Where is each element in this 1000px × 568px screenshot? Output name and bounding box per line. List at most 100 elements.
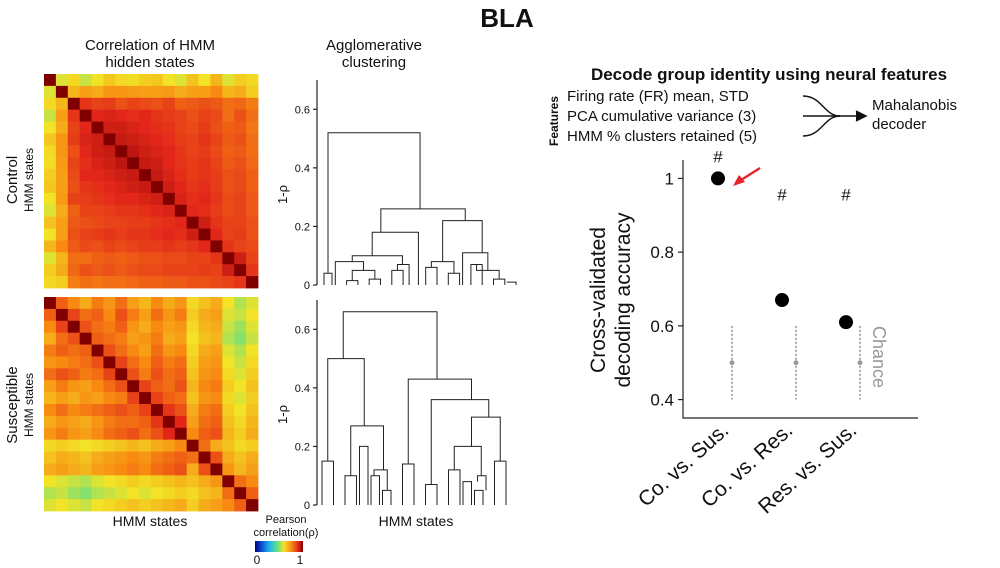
heatmap-cell bbox=[127, 392, 140, 405]
heatmap-cell bbox=[44, 356, 57, 369]
heatmap-cell bbox=[222, 169, 235, 182]
heatmap-cell bbox=[79, 169, 92, 182]
heatmap-cell bbox=[234, 332, 247, 345]
heatmap-cell bbox=[198, 344, 211, 357]
heatmap-cell bbox=[222, 451, 235, 464]
heatmap-cell bbox=[162, 427, 176, 441]
heatmap-cell bbox=[67, 320, 81, 334]
feature-item: PCA cumulative variance (3) bbox=[567, 108, 756, 125]
heatmap-cell bbox=[222, 297, 235, 310]
heatmap-cell bbox=[127, 276, 140, 289]
heatmap-cell bbox=[103, 499, 116, 512]
heatmap-cell bbox=[198, 133, 211, 146]
heatmap-cell bbox=[103, 475, 116, 488]
heatmap-cell bbox=[103, 157, 116, 170]
heatmap-cell bbox=[55, 451, 69, 464]
heatmap-cell bbox=[186, 297, 199, 310]
heatmap-cell bbox=[115, 368, 128, 381]
heatmap-cell bbox=[115, 216, 128, 229]
heatmap-cell bbox=[55, 121, 69, 134]
heatmap-cell bbox=[79, 415, 92, 429]
heatmap-cell bbox=[162, 297, 176, 310]
heatmap-cell bbox=[115, 308, 128, 322]
heatmap-cell bbox=[198, 216, 211, 229]
heatmap-cell bbox=[103, 380, 116, 393]
heatmap-cell bbox=[55, 157, 69, 170]
heatmap-cell bbox=[115, 264, 128, 277]
heatmap-cell bbox=[44, 97, 57, 111]
heatmap-cell bbox=[79, 475, 92, 488]
heatmap-cell bbox=[151, 356, 164, 369]
heatmap-cell bbox=[174, 439, 188, 452]
heatmap-cell bbox=[186, 404, 199, 417]
heatmap-cell bbox=[115, 181, 128, 194]
heatmap-cell bbox=[115, 415, 128, 429]
heatmap-cell bbox=[234, 475, 247, 488]
heatmap-cell bbox=[79, 133, 92, 146]
dendrogram-link bbox=[493, 278, 506, 285]
heatmap-cell bbox=[234, 109, 247, 122]
susceptible-label-line1: Susceptible bbox=[4, 366, 21, 444]
heatmap-cell bbox=[91, 368, 104, 381]
heatmap-cell bbox=[234, 356, 247, 369]
heatmap-cell bbox=[67, 380, 81, 393]
heatmap-control bbox=[44, 74, 259, 289]
heatmap-cell bbox=[127, 308, 140, 322]
heatmap-cell bbox=[234, 228, 247, 241]
heatmap-cell bbox=[151, 264, 164, 277]
heatmap-cell bbox=[210, 297, 223, 310]
heatmap-cell bbox=[198, 463, 211, 476]
heatmap-cell bbox=[246, 404, 259, 417]
heatmap-cell bbox=[210, 439, 223, 452]
dendrogram-link bbox=[407, 378, 472, 464]
heatmap-cell bbox=[115, 240, 128, 253]
heatmap-cell bbox=[139, 252, 152, 265]
heatmap-cell bbox=[44, 133, 57, 146]
heatmap-cell bbox=[246, 439, 259, 452]
heatmap-cell bbox=[174, 404, 188, 417]
dendrogram-control: 0 0.2 0.4 0.6 1-ρ bbox=[275, 80, 517, 292]
heatmap-cell bbox=[44, 240, 57, 253]
dendrogram-link bbox=[373, 469, 388, 491]
heatmap-cell bbox=[91, 181, 104, 194]
heatmap-cell bbox=[115, 97, 128, 111]
heatmap-cell bbox=[91, 276, 104, 289]
heatmap-cell bbox=[103, 297, 116, 310]
heatmap-cell bbox=[103, 109, 116, 122]
heatmap-cell bbox=[222, 228, 235, 241]
heatmap-cell bbox=[44, 181, 57, 194]
heatmap-cell bbox=[44, 392, 57, 405]
heatmap-cell bbox=[210, 320, 223, 334]
dendrogram-link bbox=[391, 269, 404, 285]
heatmap-cell bbox=[222, 427, 235, 441]
dendrogram-link bbox=[396, 264, 410, 285]
heatmap-cell bbox=[151, 145, 164, 158]
feature-merge-arrows bbox=[802, 95, 868, 137]
accuracy-y-tick-label: 0.4 bbox=[650, 391, 674, 410]
heatmap-cell bbox=[127, 404, 140, 417]
heatmap-cell bbox=[127, 320, 140, 334]
heatmap-cell bbox=[127, 252, 140, 265]
heatmap-cell bbox=[55, 169, 69, 182]
heatmap-cell bbox=[198, 332, 211, 345]
heatmap-cell bbox=[67, 145, 81, 158]
heatmap-cell bbox=[139, 240, 152, 253]
heatmap-cell bbox=[210, 392, 223, 405]
heatmap-cell bbox=[115, 74, 128, 87]
heatmap-cell bbox=[246, 276, 259, 289]
heatmap-cell bbox=[115, 228, 128, 241]
heatmap-cell bbox=[67, 332, 81, 345]
heatmap-cell bbox=[174, 427, 188, 441]
heatmap-cell bbox=[246, 499, 259, 512]
heatmap-cell bbox=[222, 204, 235, 218]
heatmap-cell bbox=[186, 145, 199, 158]
dendrogram-link bbox=[447, 272, 461, 285]
heatmap-cell bbox=[67, 451, 81, 464]
heatmap-cell bbox=[174, 276, 188, 289]
heatmap-cell bbox=[162, 487, 176, 500]
heatmap-cell bbox=[127, 181, 140, 194]
heatmap-cell bbox=[198, 297, 211, 310]
heatmap-cell bbox=[210, 240, 223, 253]
heatmap-cell bbox=[103, 332, 116, 345]
heatmap-cell bbox=[186, 264, 199, 277]
